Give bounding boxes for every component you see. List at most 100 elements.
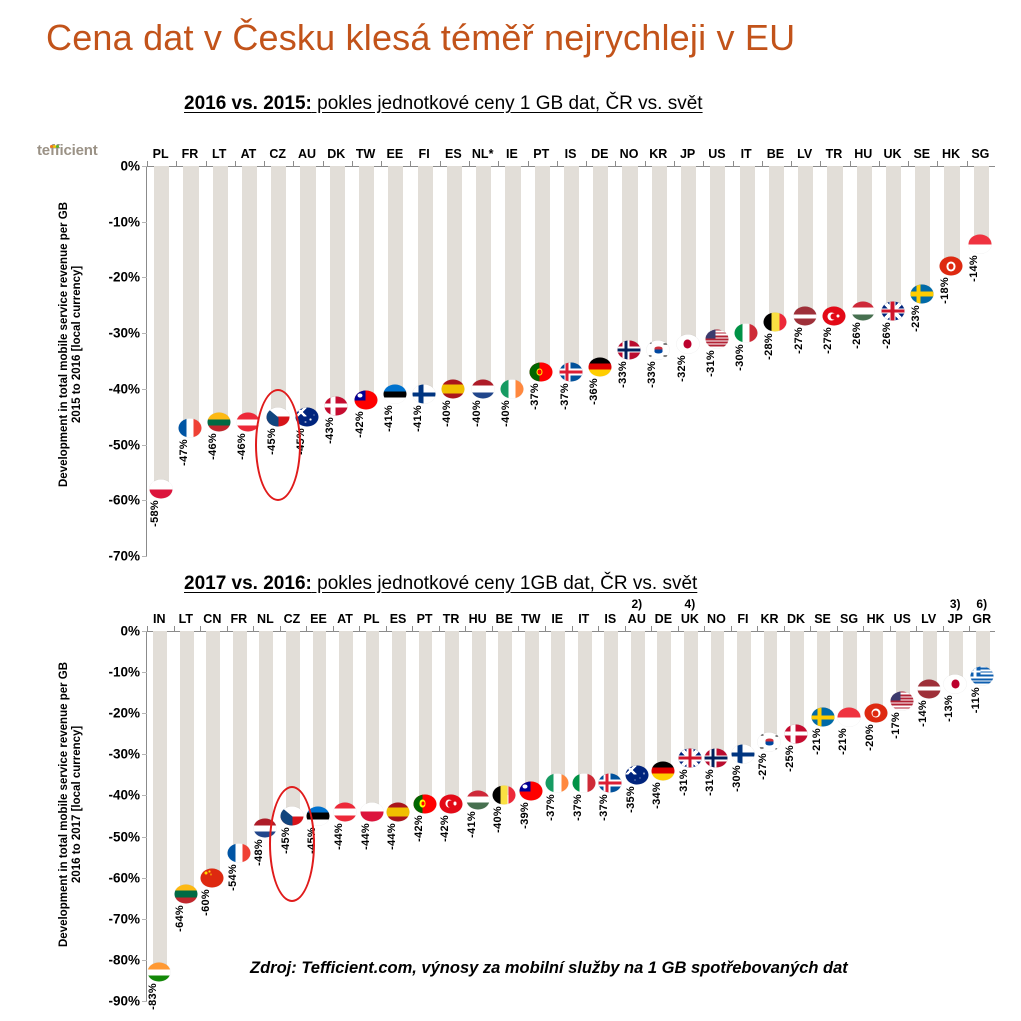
x-axis-category-label: EE — [386, 147, 404, 161]
bar — [312, 631, 327, 816]
bar — [683, 631, 698, 759]
x-tick-mark — [200, 626, 202, 631]
bar — [476, 166, 492, 389]
bar — [680, 166, 697, 345]
x-axis-category-label: ES — [445, 147, 462, 161]
flag-icon-no — [617, 340, 641, 360]
x-axis-category-label: CZ — [283, 612, 301, 626]
x-axis-category-label: PL — [152, 147, 169, 161]
data-value-label: -31% — [704, 349, 717, 377]
data-value-label: -37% — [571, 794, 584, 821]
flag-icon-pt — [413, 794, 437, 814]
flag-icon-be — [763, 312, 787, 332]
flag-icon-dk — [324, 396, 348, 416]
bar — [271, 166, 287, 417]
bar — [563, 166, 580, 373]
bar — [577, 631, 592, 784]
x-axis-category-label: IT — [740, 147, 752, 161]
x-tick-mark — [147, 626, 148, 631]
y-tick-mark — [142, 959, 147, 961]
x-tick-mark — [783, 626, 785, 631]
x-axis-category-label: HK — [866, 612, 885, 626]
x-axis-category-label: JP — [679, 147, 696, 161]
y-tick-label: -30% — [108, 746, 140, 762]
x-tick-mark — [677, 626, 679, 631]
data-value-label: -33% — [617, 360, 630, 388]
x-axis-category-label: US — [708, 147, 726, 161]
x-tick-mark — [849, 161, 851, 166]
x-tick-mark — [351, 161, 353, 166]
bar — [973, 166, 989, 244]
x-tick-mark — [791, 161, 793, 166]
chart-2-plot-area — [142, 626, 995, 1002]
data-value-label: -41% — [465, 810, 478, 838]
x-axis-category-label: PL — [363, 612, 380, 626]
flag-icon-lt — [174, 884, 198, 904]
x-axis-category-label: TW — [355, 147, 376, 161]
x-axis-category-label: ES — [389, 612, 407, 626]
bar — [392, 631, 406, 812]
data-value-label: -21% — [837, 728, 850, 756]
y-tick-label: -90% — [108, 993, 140, 1009]
data-value-label: -25% — [784, 744, 797, 772]
bar — [843, 631, 857, 718]
data-value-label: -27% — [792, 327, 805, 355]
bar — [206, 631, 221, 878]
y-tick-label: -80% — [108, 952, 140, 968]
x-tick-mark — [518, 626, 520, 631]
y-tick-label: 0% — [120, 158, 140, 174]
bar — [630, 631, 645, 775]
bar — [790, 631, 804, 734]
flag-icon-cn — [200, 868, 224, 888]
data-value-label: -44% — [386, 822, 399, 850]
data-value-label: -37% — [558, 383, 571, 411]
flag-icon-ie — [545, 773, 569, 793]
y-tick-mark — [142, 631, 147, 632]
logo-dot-orange — [49, 145, 53, 148]
bar — [232, 631, 247, 853]
data-value-label: -41% — [412, 405, 425, 433]
x-tick-mark — [571, 626, 573, 631]
x-tick-mark — [359, 626, 361, 631]
flag-icon-kr — [757, 732, 781, 752]
data-value-label: -26% — [851, 321, 864, 349]
x-axis-category-label: UK — [680, 612, 699, 626]
data-value-label: -35% — [624, 785, 637, 813]
data-value-label: -45% — [279, 827, 292, 854]
flag-icon-es — [386, 802, 410, 822]
bar — [417, 166, 433, 395]
x-axis-category-label: HU — [468, 612, 487, 626]
x-axis-category-label: IE — [551, 612, 564, 626]
y-tick-label: -10% — [108, 214, 140, 230]
x-tick-mark — [761, 161, 763, 166]
bar — [551, 631, 566, 784]
logo-text-post: cient — [63, 142, 98, 159]
flag-icon-lv — [793, 306, 817, 326]
flag-icon-sg — [837, 707, 861, 727]
x-axis-category-label: LT — [178, 612, 193, 626]
data-value-label: -40% — [470, 399, 483, 427]
data-value-label: -42% — [439, 814, 452, 842]
data-value-label: -18% — [939, 277, 952, 305]
x-tick-mark — [836, 626, 838, 631]
data-value-label: -31% — [677, 769, 690, 797]
x-tick-mark — [410, 161, 412, 166]
flag-icon-es — [441, 379, 465, 399]
y-tick-label: -50% — [108, 829, 140, 845]
x-axis-category-label: SE — [913, 147, 931, 161]
y-tick-label: -50% — [108, 437, 140, 453]
chart-1-title: 2016 vs. 2015: pokles jednotkové ceny 1 … — [184, 92, 703, 116]
x-axis-category-label: TR — [442, 612, 460, 626]
data-value-label: -37% — [545, 794, 558, 821]
bar — [651, 166, 667, 350]
x-tick-mark — [385, 626, 387, 631]
y-tick-mark — [142, 836, 147, 838]
x-axis-category-label: KR — [649, 147, 668, 161]
x-tick-mark — [703, 161, 705, 166]
flag-icon-au — [295, 407, 319, 427]
data-value-label: -26% — [880, 321, 893, 349]
logo-dot-green — [55, 145, 59, 148]
bar — [365, 631, 380, 812]
data-value-label: -47% — [177, 438, 190, 466]
flag-icon-cz — [280, 806, 304, 826]
